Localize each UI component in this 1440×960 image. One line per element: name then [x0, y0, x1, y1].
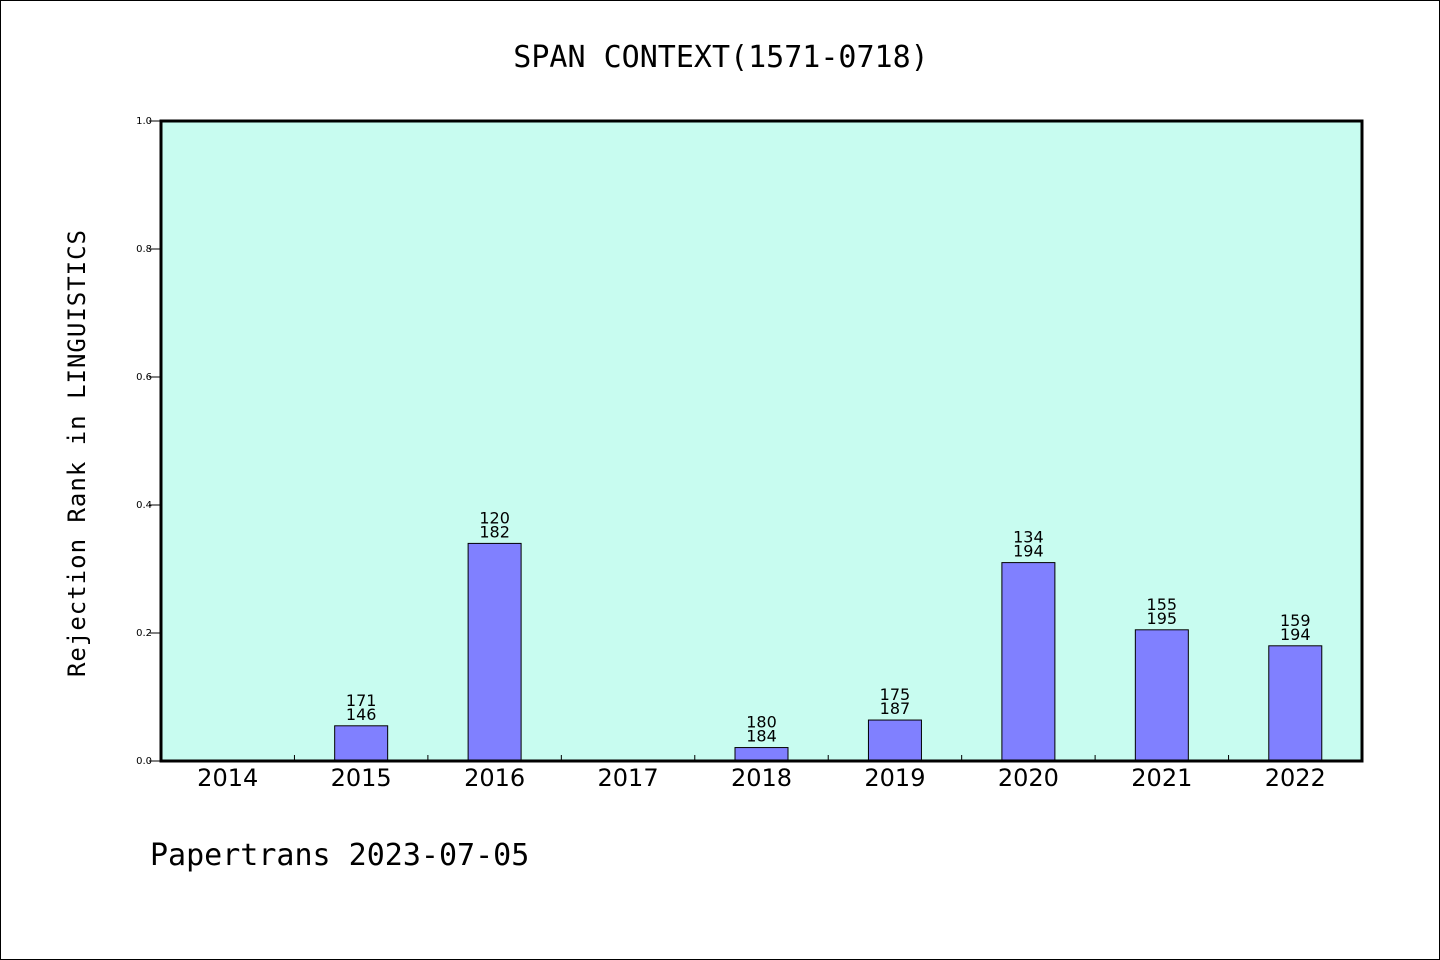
- data-label: 180: [746, 713, 777, 732]
- x-tick-label: 2021: [1131, 764, 1192, 792]
- data-label: 184: [746, 727, 777, 746]
- y-tick-label: 0.2: [136, 628, 152, 639]
- bar-2021: [1134, 629, 1189, 762]
- y-tick-label: 0.4: [136, 500, 152, 511]
- x-tick-label: 2018: [731, 764, 792, 792]
- bar-2018: [734, 747, 789, 762]
- data-label: 195: [1147, 609, 1178, 628]
- x-tick-label: 2017: [598, 764, 659, 792]
- bar-2015: [334, 725, 389, 762]
- y-tick-label: 0.8: [136, 244, 152, 255]
- data-label: 159: [1280, 611, 1311, 630]
- data-label: 146: [346, 705, 377, 724]
- x-tick-label: 2020: [998, 764, 1059, 792]
- data-label: 120: [479, 508, 510, 527]
- data-label: 134: [1013, 528, 1044, 547]
- data-label: 155: [1147, 595, 1178, 614]
- x-tick-label: 2014: [197, 764, 258, 792]
- footer-credit: Papertrans 2023-07-05: [150, 838, 529, 873]
- data-label: 187: [880, 699, 911, 718]
- y-axis-label: Rejection Rank in LINGUISTICS: [63, 229, 91, 677]
- data-label: 194: [1280, 625, 1311, 644]
- x-tick-label: 2015: [331, 764, 392, 792]
- bar-2020: [1001, 562, 1056, 762]
- y-tick-label: 0.6: [136, 372, 152, 383]
- chart-title: SPAN CONTEXT(1571-0718): [513, 40, 928, 75]
- data-label: 171: [346, 691, 377, 710]
- y-tick-label: 0.0: [136, 756, 152, 767]
- data-label: 182: [479, 522, 510, 541]
- x-tick-label: 2016: [464, 764, 525, 792]
- bar-2022: [1268, 645, 1323, 762]
- data-label: 175: [880, 685, 911, 704]
- data-label: 194: [1013, 542, 1044, 561]
- bar-2016: [467, 542, 522, 762]
- x-tick-label: 2022: [1265, 764, 1326, 792]
- plot-border: [159, 119, 1364, 763]
- bar-2019: [867, 719, 922, 762]
- axis-ticks: 0.0 0.2 0.4 0.6 0.8 1.0 2014 2015 2016 2017 2018 20…: [136, 116, 1326, 792]
- y-tick-label: 1.0: [136, 116, 152, 127]
- x-tick-label: 2019: [864, 764, 925, 792]
